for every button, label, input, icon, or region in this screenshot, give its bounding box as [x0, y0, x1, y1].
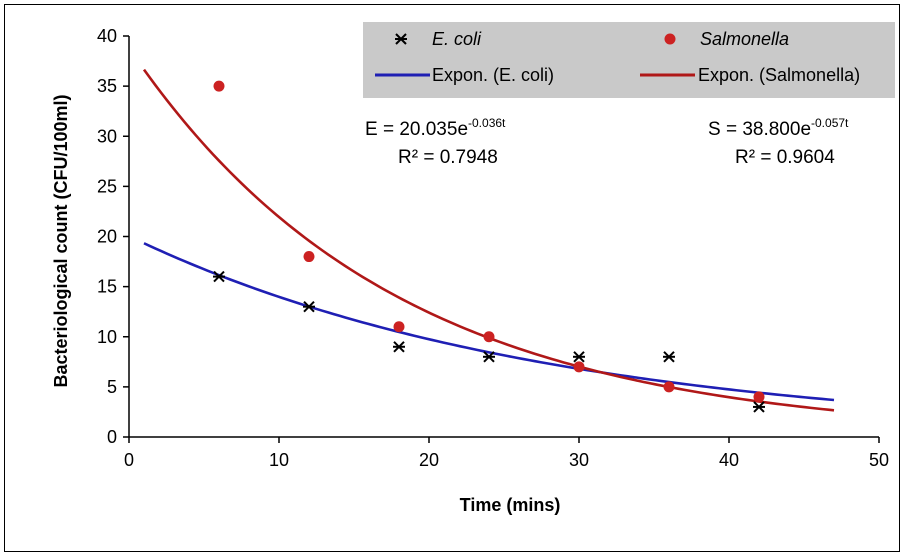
- ecoli-point: [573, 351, 585, 363]
- x-tick-label: 20: [419, 450, 439, 470]
- salmonella-point: [303, 251, 315, 263]
- chart-frame: 0 5 10 15 20 25 30 35 40 0 10 20 30 40 50 Time (mins)…: [4, 4, 900, 552]
- y-tick-label: 15: [97, 277, 117, 297]
- y-tick-label: 5: [107, 377, 117, 397]
- y-tick-label: 20: [97, 227, 117, 247]
- legend-entry-ecoli: E. coli: [395, 29, 482, 49]
- legend-expon-salmonella-label: Expon. (Salmonella): [698, 65, 860, 85]
- x-tick-label: 30: [569, 450, 589, 470]
- y-axis-ticks: 0 5 10 15 20 25 30 35 40: [97, 26, 129, 447]
- salmonella-point: [213, 80, 225, 92]
- salmonella-point: [663, 381, 675, 393]
- trendline-ecoli: [143, 242, 835, 402]
- ecoli-point: [303, 300, 315, 313]
- ecoli-equation-exponent: -0.036t: [468, 116, 506, 130]
- ecoli-point: [393, 341, 405, 353]
- y-tick-label: 35: [97, 76, 117, 96]
- legend-box: [363, 22, 895, 98]
- y-axis-title: Bacteriological count (CFU/100ml): [51, 94, 71, 387]
- salmonella-equation-exponent: -0.057t: [811, 116, 849, 130]
- x-axis-ticks: 0 10 20 30 40 50: [124, 437, 889, 470]
- legend-ecoli-marker: [395, 33, 407, 45]
- salmonella-r2: R² = 0.9604: [735, 147, 835, 168]
- y-tick-label: 30: [97, 126, 117, 146]
- y-tick-label: 10: [97, 327, 117, 347]
- chart-svg: 0 5 10 15 20 25 30 35 40 0 10 20 30 40 50 Time (mins)…: [51, 22, 895, 515]
- legend-entry-salmonella: Salmonella: [664, 29, 789, 49]
- x-axis-title: Time (mins): [460, 495, 561, 515]
- legend-expon-ecoli-label: Expon. (E. coli): [432, 65, 554, 85]
- y-tick-label: 25: [97, 176, 117, 196]
- salmonella-point: [393, 321, 405, 333]
- ecoli-point: [663, 351, 675, 363]
- ecoli-point: [483, 351, 495, 363]
- ecoli-point: [213, 270, 225, 283]
- legend-entry-expon-salmonella: Expon. (Salmonella): [640, 65, 860, 85]
- legend-salmonella-label: Salmonella: [700, 29, 789, 49]
- legend-entry-expon-ecoli: Expon. (E. coli): [375, 65, 554, 85]
- salmonella-equation: S = 38.800e-0.057t: [708, 116, 849, 140]
- x-tick-label: 40: [719, 450, 739, 470]
- salmonella-equation-base: S = 38.800e: [708, 119, 811, 140]
- ecoli-equation: E = 20.035e-0.036t: [365, 116, 506, 140]
- ecoli-equation-base: E = 20.035e: [365, 119, 468, 140]
- legend-salmonella-marker: [664, 33, 676, 45]
- x-tick-label: 50: [869, 450, 889, 470]
- data-points: [213, 80, 765, 413]
- salmonella-point: [573, 361, 585, 373]
- legend-ecoli-label: E. coli: [432, 29, 482, 49]
- x-tick-label: 0: [124, 450, 134, 470]
- x-tick-label: 10: [269, 450, 289, 470]
- ecoli-r2: R² = 0.7948: [398, 147, 498, 168]
- y-tick-label: 0: [107, 427, 117, 447]
- ecoli-point: [753, 401, 765, 413]
- salmonella-point: [483, 331, 495, 343]
- salmonella-point: [753, 391, 765, 403]
- y-tick-label: 40: [97, 26, 117, 46]
